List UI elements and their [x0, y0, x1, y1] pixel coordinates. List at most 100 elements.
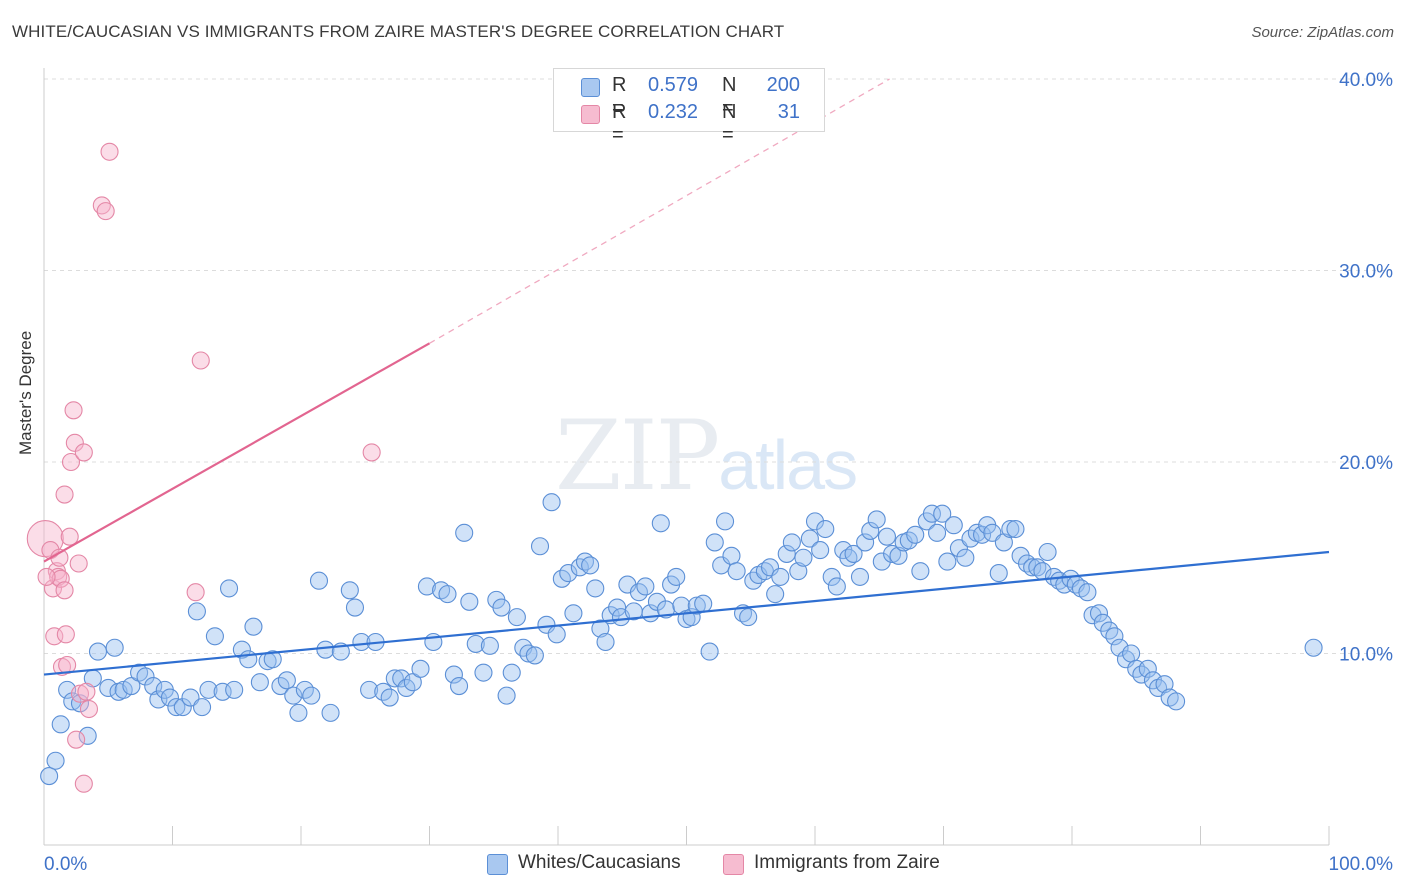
source-label: Source: ZipAtlas.com [1251, 24, 1394, 41]
zaire-point [362, 443, 381, 462]
whites-point [811, 541, 830, 560]
zaire-point [67, 730, 86, 749]
whites-point [225, 680, 244, 699]
whites-point [187, 602, 206, 621]
whites-point [1167, 692, 1186, 711]
whites-point [1105, 627, 1124, 646]
zaire-point [51, 569, 70, 588]
whites-point [861, 521, 880, 540]
n-value: 200 [766, 74, 800, 96]
whites-point [844, 544, 863, 563]
whites-point [466, 634, 485, 653]
whites-point [800, 529, 819, 548]
whites-point [232, 640, 251, 659]
whites-point [450, 677, 469, 696]
whites-point [867, 510, 886, 529]
zaire-point [45, 627, 64, 646]
whites-point [883, 544, 902, 563]
whites-point [392, 669, 411, 688]
whites-point [40, 767, 59, 786]
whites-point [944, 516, 963, 535]
x-tick-label: 0.0% [44, 854, 87, 875]
whites-point [1023, 558, 1042, 577]
whites-point [1110, 638, 1129, 657]
whites-point [502, 663, 521, 682]
whites-point [771, 567, 790, 586]
whites-point [922, 504, 941, 523]
whites-point [722, 546, 741, 565]
whites-point [872, 552, 891, 571]
whites-point [794, 548, 813, 567]
whites-point [193, 698, 212, 717]
zaire-point [77, 682, 96, 701]
whites-point [564, 604, 583, 623]
whites-point [474, 663, 493, 682]
zaire-point [96, 202, 115, 221]
zaire-point [43, 579, 63, 598]
whites-point [277, 671, 296, 690]
whites-point [219, 579, 239, 598]
whites-point [88, 642, 108, 661]
whites-point [850, 567, 870, 586]
whites-point [906, 525, 925, 544]
y-tick-label: 40.0% [1339, 70, 1393, 91]
zaire-point [70, 684, 90, 703]
stats-legend: R = 0.579 N = 200 R = 0.232 N = 31 [553, 68, 825, 146]
whites-point [51, 715, 70, 734]
whites-point [403, 673, 422, 692]
whites-point [63, 692, 82, 711]
whites-point [144, 677, 163, 696]
whites-point [789, 562, 808, 581]
whites-point [1122, 644, 1141, 663]
whites-point [542, 493, 561, 512]
whites-point [989, 564, 1008, 583]
r-value: 0.232 [648, 101, 699, 123]
whites-point [289, 703, 308, 722]
zaire-point [74, 443, 93, 462]
zaire-swatch-icon [581, 105, 600, 124]
whites-point [956, 548, 975, 567]
whites-point [1006, 519, 1025, 539]
zaire-point [55, 581, 74, 600]
zaire-legend-swatch-icon [723, 854, 744, 875]
whites-point [1138, 659, 1157, 678]
whites-point [309, 571, 329, 590]
whites-point [739, 608, 758, 627]
whites-point [173, 698, 192, 717]
n-value: 31 [777, 101, 800, 123]
zipatlas-watermark: ZIPatlas [555, 400, 858, 512]
zaire-point [64, 401, 83, 420]
whites-point [1083, 606, 1102, 625]
whites-point [438, 585, 457, 604]
whites-point [782, 533, 801, 552]
zaire-point [58, 655, 77, 675]
whites-point [596, 632, 615, 652]
whites-point [636, 577, 655, 596]
whites-point [1100, 621, 1119, 640]
whites-point [856, 533, 875, 552]
axes [43, 68, 1330, 846]
whites-point [559, 564, 578, 583]
zaire-point [37, 567, 56, 586]
whites-point [122, 677, 141, 696]
whites-point [933, 504, 952, 523]
y-tick-label: 20.0% [1339, 453, 1393, 474]
legend-label: Whites/Caucasians [518, 852, 681, 873]
zaire-trend-line [43, 342, 431, 563]
whites-point [455, 523, 474, 542]
whites-point [591, 619, 610, 638]
whites-point [1001, 519, 1020, 539]
whites-point [519, 644, 538, 663]
whites-point [1155, 675, 1174, 694]
whites-point [497, 686, 516, 705]
whites-point [244, 617, 263, 636]
whites-point [530, 537, 550, 556]
whites-point [316, 640, 335, 659]
tick-labels: 10.0% 20.0% 30.0% 40.0% 0.0% 100.0% [44, 70, 1393, 875]
whites-point [911, 562, 930, 581]
whites-point [340, 581, 359, 600]
zaire-point [65, 433, 84, 452]
whites-point [608, 598, 627, 617]
whites-point [705, 533, 724, 552]
whites-point [380, 688, 399, 707]
